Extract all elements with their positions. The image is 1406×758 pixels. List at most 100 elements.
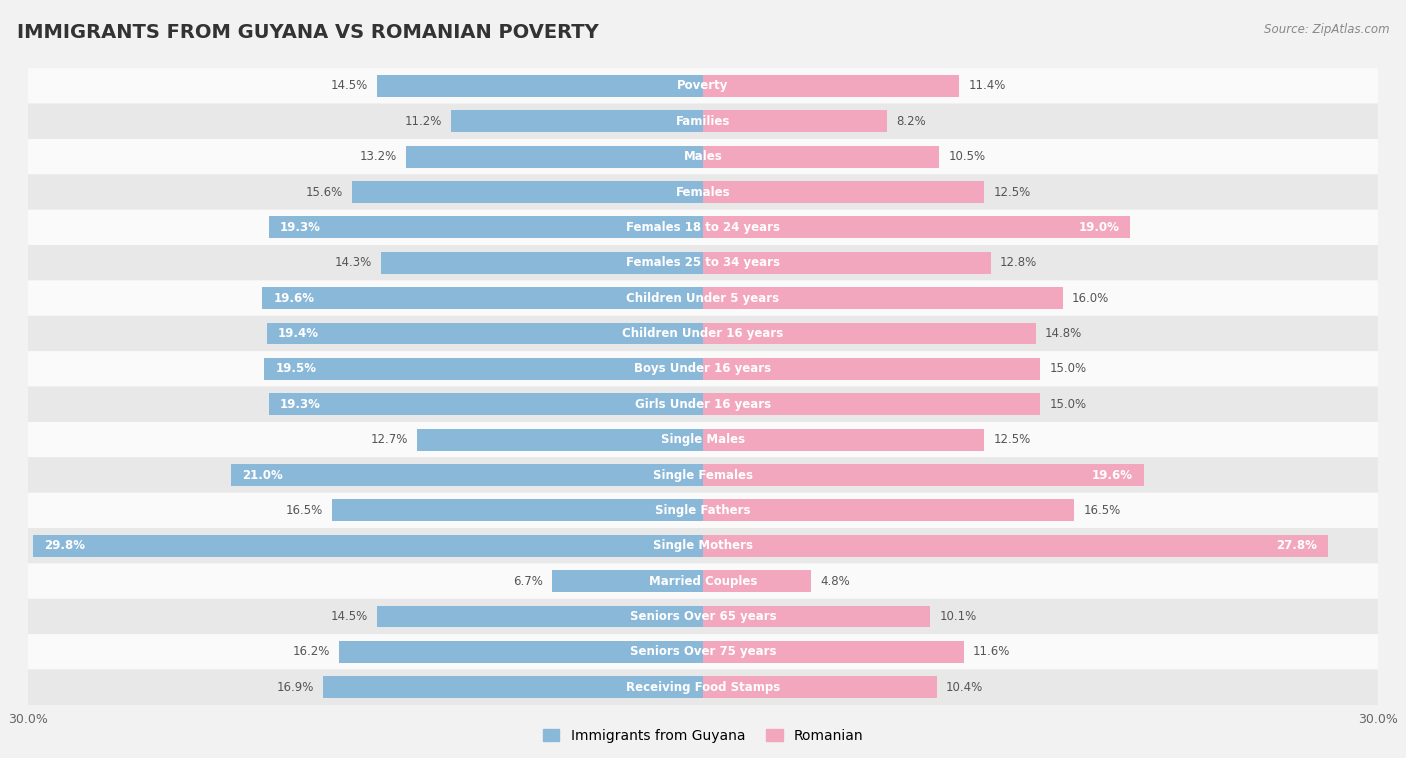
Text: 14.8%: 14.8% [1045, 327, 1083, 340]
Bar [406, 146, 703, 168]
Text: Females 18 to 24 years: Females 18 to 24 years [626, 221, 780, 234]
FancyBboxPatch shape [28, 599, 1378, 634]
Text: 15.6%: 15.6% [307, 186, 343, 199]
Bar [703, 358, 1040, 380]
Text: 16.9%: 16.9% [277, 681, 314, 694]
Bar [553, 570, 703, 592]
Bar [703, 393, 1040, 415]
FancyBboxPatch shape [28, 104, 1378, 139]
Bar [703, 429, 984, 450]
Text: Girls Under 16 years: Girls Under 16 years [636, 398, 770, 411]
Text: 19.6%: 19.6% [1091, 468, 1133, 481]
Bar [703, 535, 1329, 556]
Bar [703, 252, 991, 274]
Text: Source: ZipAtlas.com: Source: ZipAtlas.com [1264, 23, 1389, 36]
FancyBboxPatch shape [28, 669, 1378, 705]
Text: Families: Families [676, 114, 730, 128]
FancyBboxPatch shape [28, 68, 1378, 104]
FancyBboxPatch shape [28, 174, 1378, 210]
Bar [703, 676, 936, 698]
Bar [231, 464, 703, 486]
Text: Poverty: Poverty [678, 80, 728, 92]
Text: 19.0%: 19.0% [1078, 221, 1119, 234]
FancyBboxPatch shape [28, 422, 1378, 457]
FancyBboxPatch shape [28, 493, 1378, 528]
Text: 19.5%: 19.5% [276, 362, 316, 375]
Text: 12.5%: 12.5% [993, 186, 1031, 199]
Bar [703, 146, 939, 168]
Text: 15.0%: 15.0% [1049, 362, 1087, 375]
Text: Children Under 16 years: Children Under 16 years [623, 327, 783, 340]
Text: Children Under 5 years: Children Under 5 years [627, 292, 779, 305]
Text: Single Males: Single Males [661, 433, 745, 446]
Bar [703, 287, 1063, 309]
Text: 16.0%: 16.0% [1071, 292, 1109, 305]
Text: 8.2%: 8.2% [897, 114, 927, 128]
Bar [703, 500, 1074, 522]
Text: 14.3%: 14.3% [335, 256, 373, 269]
Text: Single Fathers: Single Fathers [655, 504, 751, 517]
Text: 6.7%: 6.7% [513, 575, 543, 587]
Bar [377, 75, 703, 97]
Bar [32, 535, 703, 556]
Text: Receiving Food Stamps: Receiving Food Stamps [626, 681, 780, 694]
Text: 4.8%: 4.8% [820, 575, 849, 587]
Text: 10.4%: 10.4% [946, 681, 983, 694]
Bar [703, 217, 1130, 238]
FancyBboxPatch shape [28, 139, 1378, 174]
Bar [332, 500, 703, 522]
Text: Females: Females [676, 186, 730, 199]
Bar [703, 464, 1144, 486]
Text: 19.3%: 19.3% [280, 221, 321, 234]
Text: 21.0%: 21.0% [242, 468, 283, 481]
Text: Males: Males [683, 150, 723, 163]
Text: 12.8%: 12.8% [1000, 256, 1038, 269]
Bar [703, 323, 1036, 344]
FancyBboxPatch shape [28, 245, 1378, 280]
FancyBboxPatch shape [28, 280, 1378, 316]
Text: 14.5%: 14.5% [330, 80, 368, 92]
Text: Married Couples: Married Couples [648, 575, 758, 587]
FancyBboxPatch shape [28, 563, 1378, 599]
Text: 13.2%: 13.2% [360, 150, 396, 163]
Bar [703, 75, 959, 97]
Text: 14.5%: 14.5% [330, 610, 368, 623]
Bar [269, 393, 703, 415]
Bar [352, 181, 703, 203]
Text: Boys Under 16 years: Boys Under 16 years [634, 362, 772, 375]
Text: 19.3%: 19.3% [280, 398, 321, 411]
Bar [451, 111, 703, 132]
Bar [703, 606, 931, 628]
Text: Single Mothers: Single Mothers [652, 539, 754, 553]
Text: 19.4%: 19.4% [278, 327, 319, 340]
Text: 16.5%: 16.5% [1083, 504, 1121, 517]
Text: 11.2%: 11.2% [405, 114, 441, 128]
Bar [262, 287, 703, 309]
Bar [703, 111, 887, 132]
Text: Females 25 to 34 years: Females 25 to 34 years [626, 256, 780, 269]
Bar [264, 358, 703, 380]
Bar [381, 252, 703, 274]
Text: 15.0%: 15.0% [1049, 398, 1087, 411]
Text: 11.6%: 11.6% [973, 645, 1011, 659]
Bar [377, 606, 703, 628]
FancyBboxPatch shape [28, 634, 1378, 669]
FancyBboxPatch shape [28, 457, 1378, 493]
FancyBboxPatch shape [28, 316, 1378, 351]
Text: 10.1%: 10.1% [939, 610, 976, 623]
FancyBboxPatch shape [28, 528, 1378, 563]
Text: Seniors Over 75 years: Seniors Over 75 years [630, 645, 776, 659]
Text: 11.4%: 11.4% [969, 80, 1005, 92]
Bar [269, 217, 703, 238]
Bar [339, 641, 703, 662]
Text: 12.5%: 12.5% [993, 433, 1031, 446]
Bar [703, 641, 965, 662]
Text: 16.2%: 16.2% [292, 645, 329, 659]
Bar [418, 429, 703, 450]
FancyBboxPatch shape [28, 387, 1378, 422]
Bar [323, 676, 703, 698]
FancyBboxPatch shape [28, 210, 1378, 245]
Text: Single Females: Single Females [652, 468, 754, 481]
Text: 19.6%: 19.6% [273, 292, 315, 305]
Text: 27.8%: 27.8% [1277, 539, 1317, 553]
